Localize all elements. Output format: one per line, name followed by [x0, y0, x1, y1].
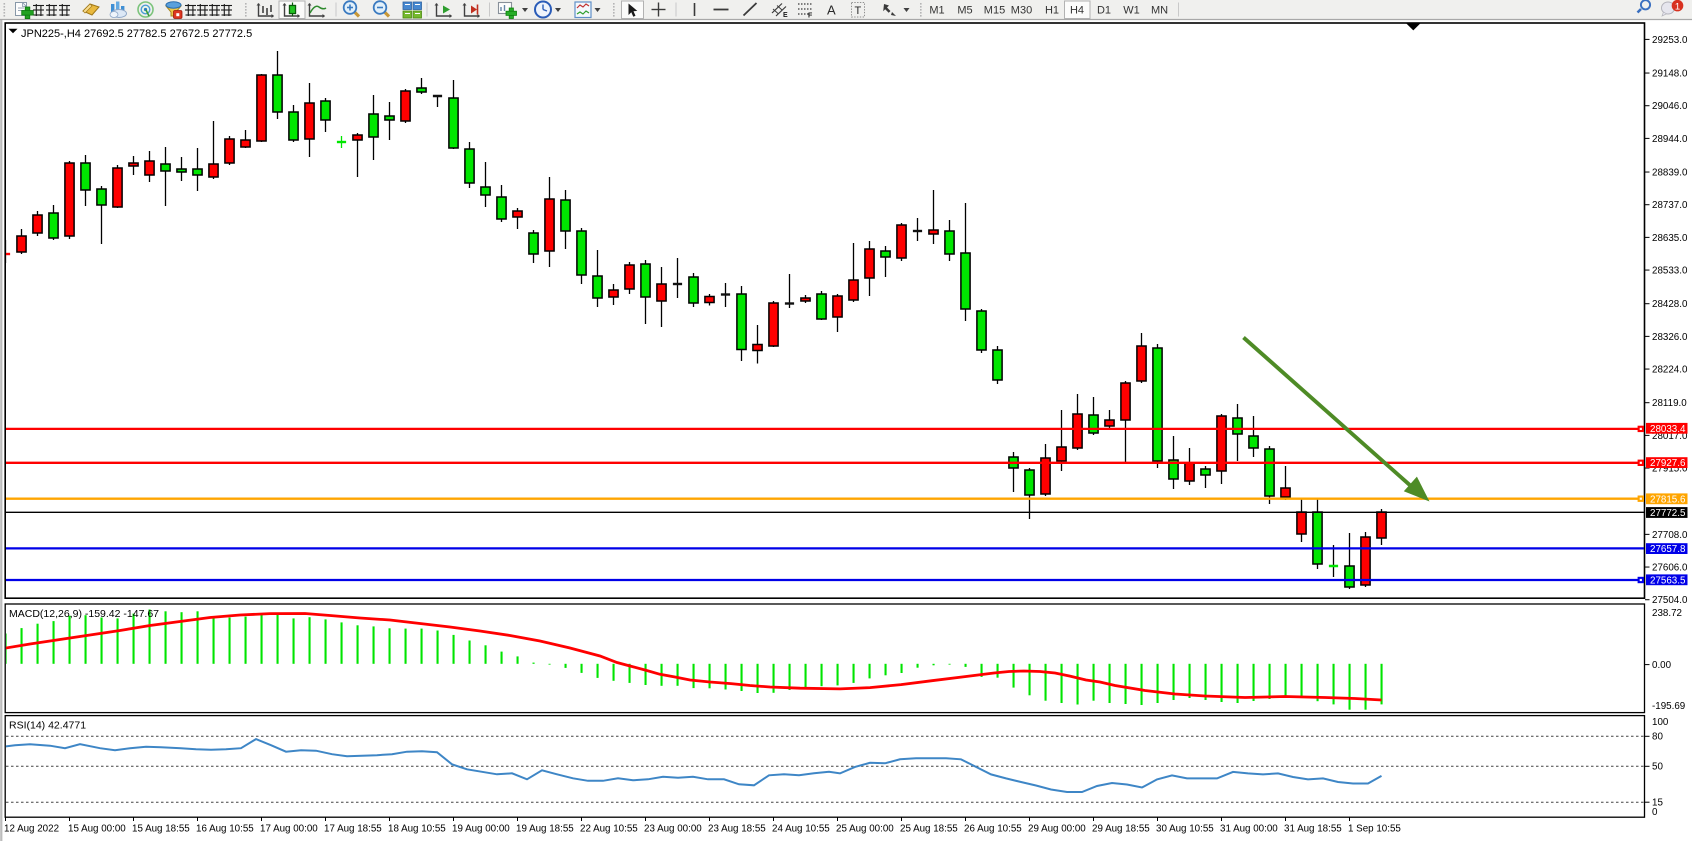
svg-text:27504.0: 27504.0: [1652, 595, 1688, 606]
svg-text:23 Aug 00:00: 23 Aug 00:00: [644, 824, 702, 835]
svg-text:27708.0: 27708.0: [1652, 530, 1688, 541]
svg-text:MACD(12,26,9) -159.42 -147.67: MACD(12,26,9) -159.42 -147.67: [9, 608, 159, 620]
svg-text:30 Aug 10:55: 30 Aug 10:55: [1156, 824, 1214, 835]
svg-text:H4: H4: [1070, 5, 1084, 17]
svg-text:29 Aug 18:55: 29 Aug 18:55: [1092, 824, 1150, 835]
svg-text:1: 1: [1675, 1, 1680, 12]
svg-text:25 Aug 18:55: 25 Aug 18:55: [900, 824, 958, 835]
svg-text:28428.0: 28428.0: [1652, 299, 1688, 310]
svg-text:M15: M15: [984, 5, 1005, 17]
svg-text:MN: MN: [1151, 5, 1168, 17]
svg-text:27815.6: 27815.6: [1650, 494, 1686, 505]
svg-text:W1: W1: [1123, 5, 1140, 17]
svg-text:28017.0: 28017.0: [1652, 431, 1688, 442]
svg-text:50: 50: [1652, 762, 1663, 773]
svg-text:100: 100: [1652, 717, 1669, 728]
svg-text:22 Aug 10:55: 22 Aug 10:55: [580, 824, 638, 835]
svg-text:29 Aug 00:00: 29 Aug 00:00: [1028, 824, 1086, 835]
svg-text:27606.0: 27606.0: [1652, 562, 1688, 573]
svg-text:15 Aug 18:55: 15 Aug 18:55: [132, 824, 190, 835]
svg-text:15: 15: [1652, 798, 1663, 809]
svg-text:16 Aug 10:55: 16 Aug 10:55: [196, 824, 254, 835]
svg-text:D1: D1: [1097, 5, 1111, 17]
svg-text:29148.0: 29148.0: [1652, 68, 1688, 79]
svg-text:28533.0: 28533.0: [1652, 265, 1688, 276]
svg-text:A: A: [827, 3, 836, 18]
svg-text:28033.4: 28033.4: [1650, 424, 1686, 435]
svg-text:28224.0: 28224.0: [1652, 364, 1688, 375]
svg-text:25 Aug 00:00: 25 Aug 00:00: [836, 824, 894, 835]
svg-text:1 Sep 10:55: 1 Sep 10:55: [1348, 824, 1401, 835]
svg-text:17 Aug 18:55: 17 Aug 18:55: [324, 824, 382, 835]
svg-text:M30: M30: [1011, 5, 1032, 17]
svg-text:15 Aug 00:00: 15 Aug 00:00: [68, 824, 126, 835]
svg-text:28944.0: 28944.0: [1652, 134, 1688, 145]
svg-text:12 Aug 2022: 12 Aug 2022: [4, 824, 59, 835]
svg-text:17 Aug 00:00: 17 Aug 00:00: [260, 824, 318, 835]
svg-text:31 Aug 18:55: 31 Aug 18:55: [1284, 824, 1342, 835]
svg-text:0: 0: [1652, 807, 1658, 818]
svg-text:28839.0: 28839.0: [1652, 167, 1688, 178]
svg-text:27657.8: 27657.8: [1650, 544, 1686, 555]
svg-text:H1: H1: [1045, 5, 1059, 17]
svg-text:E: E: [783, 12, 788, 19]
svg-text:19 Aug 00:00: 19 Aug 00:00: [452, 824, 510, 835]
svg-text:19 Aug 18:55: 19 Aug 18:55: [516, 824, 574, 835]
svg-text:27915.0: 27915.0: [1652, 463, 1688, 474]
svg-text:238.72: 238.72: [1652, 608, 1682, 619]
svg-text:F: F: [808, 13, 813, 20]
svg-text:29046.0: 29046.0: [1652, 101, 1688, 112]
svg-text:M5: M5: [957, 5, 972, 17]
svg-text:T: T: [855, 5, 862, 17]
svg-text:28326.0: 28326.0: [1652, 332, 1688, 343]
svg-text:M1: M1: [929, 5, 944, 17]
svg-text:23 Aug 18:55: 23 Aug 18:55: [708, 824, 766, 835]
svg-text:27563.5: 27563.5: [1650, 575, 1686, 586]
svg-text:29253.0: 29253.0: [1652, 35, 1688, 46]
svg-text:18 Aug 10:55: 18 Aug 10:55: [388, 824, 446, 835]
svg-text:RSI(14) 42.4771: RSI(14) 42.4771: [9, 720, 86, 732]
svg-text:28635.0: 28635.0: [1652, 233, 1688, 244]
svg-text:24 Aug 10:55: 24 Aug 10:55: [772, 824, 830, 835]
svg-text:27772.5: 27772.5: [1650, 508, 1686, 519]
svg-text:31 Aug 00:00: 31 Aug 00:00: [1220, 824, 1278, 835]
svg-text:26 Aug 10:55: 26 Aug 10:55: [964, 824, 1022, 835]
svg-text:27927.6: 27927.6: [1650, 458, 1686, 469]
svg-text:28119.0: 28119.0: [1652, 398, 1687, 409]
svg-text:-195.69: -195.69: [1652, 701, 1685, 712]
svg-text:0.00: 0.00: [1652, 660, 1672, 671]
svg-text:80: 80: [1652, 732, 1663, 743]
svg-text:28737.0: 28737.0: [1652, 200, 1688, 211]
svg-text:JPN225-,H4 27692.5 27782.5 27: JPN225-,H4 27692.5 27782.5 27672.5 27772…: [21, 28, 252, 40]
